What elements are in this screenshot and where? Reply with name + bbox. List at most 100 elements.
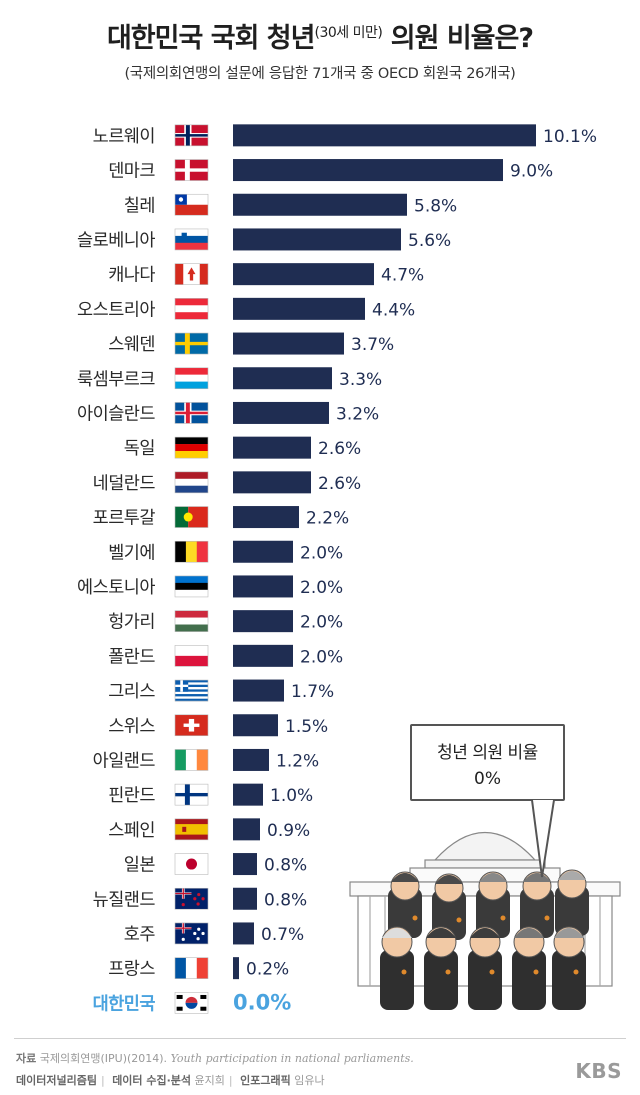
value-label: 2.2% — [306, 509, 349, 529]
value-label: 3.2% — [336, 404, 379, 424]
bar — [233, 783, 263, 806]
value-label: 0.9% — [267, 821, 310, 841]
value-label: 2.0% — [300, 543, 343, 563]
value-label: 9.0% — [510, 162, 553, 182]
bar — [233, 471, 311, 494]
bar — [233, 263, 374, 286]
bar — [233, 401, 329, 424]
value-label: 0.8% — [264, 890, 307, 910]
value-label: 2.6% — [318, 439, 361, 459]
credit-team: 데이터저널리즘팀 — [16, 1074, 97, 1087]
denmark-flag-icon — [174, 159, 209, 181]
politician-figures — [380, 869, 589, 1010]
credit-collect-label: 데이터 수집·분석 — [112, 1074, 192, 1087]
source-text: 국제의회연맹(IPU)(2014). — [39, 1052, 168, 1065]
category-label: 폴란드 — [108, 647, 155, 667]
poland-flag-icon — [174, 645, 209, 667]
title-tail: 의원 비율은? — [390, 23, 534, 54]
bar — [233, 575, 293, 598]
south-korea-flag-icon — [174, 992, 209, 1014]
category-label: 아일랜드 — [93, 751, 156, 771]
finland-flag-icon — [174, 783, 209, 806]
value-label: 1.0% — [270, 786, 313, 806]
title-main: 대한민국 국회 청년 — [106, 23, 316, 54]
value-label: 5.8% — [414, 196, 457, 216]
value-label: 2.0% — [300, 613, 343, 633]
category-label: 일본 — [124, 856, 156, 876]
bar — [233, 506, 299, 529]
title-sup: (30세 미만) — [314, 25, 383, 41]
bar — [233, 297, 365, 320]
bar — [233, 367, 332, 390]
category-label: 핀란드 — [108, 786, 155, 806]
category-label: 그리스 — [108, 682, 155, 702]
category-label: 아이슬란드 — [77, 404, 155, 424]
bar — [233, 644, 293, 667]
bar — [233, 610, 293, 633]
ireland-flag-icon — [174, 749, 209, 771]
source-title: Youth participation in national parliame… — [170, 1052, 414, 1065]
category-label: 독일 — [124, 439, 155, 459]
estonia-flag-icon — [174, 575, 209, 598]
slovenia-flag-icon — [174, 228, 209, 251]
category-label: 대한민국 — [93, 994, 156, 1014]
spain-flag-icon — [174, 818, 209, 841]
hungary-flag-icon — [174, 610, 209, 632]
bar — [233, 228, 401, 251]
value-label: 10.1% — [543, 127, 597, 147]
value-label: 2.0% — [300, 578, 343, 598]
norway-flag-icon — [174, 124, 209, 147]
value-label: 1.7% — [291, 682, 334, 702]
speech-bubble-tail — [531, 799, 555, 878]
france-flag-icon — [174, 957, 209, 979]
category-label: 룩셈부르크 — [77, 370, 155, 390]
bar — [233, 887, 257, 910]
bar — [233, 540, 293, 563]
bar — [233, 159, 503, 182]
category-label: 포르투갈 — [93, 509, 156, 529]
category-label: 캐나다 — [108, 266, 155, 286]
category-label: 네덜란드 — [93, 474, 156, 494]
value-label: 2.0% — [300, 647, 343, 667]
bar — [233, 679, 284, 702]
bar-chart: 노르웨이 10.1% 덴마크 9.0% 칠레 5.8% 슬로베니아 5.6% 캐나다 4.7% 오스… — [77, 124, 597, 1014]
category-label: 스위스 — [108, 717, 155, 737]
portugal-flag-icon — [174, 506, 209, 528]
bar — [233, 714, 278, 737]
bar — [233, 957, 239, 980]
footer-divider — [14, 1038, 626, 1039]
value-label: 0.0% — [233, 990, 291, 1014]
value-label: 4.7% — [381, 266, 424, 286]
category-label: 슬로베니아 — [77, 231, 155, 251]
category-label: 스페인 — [108, 821, 155, 841]
value-label: 4.4% — [372, 300, 415, 320]
luxembourg-flag-icon — [174, 367, 209, 390]
value-label: 0.8% — [264, 856, 307, 876]
bar — [233, 853, 257, 876]
netherlands-flag-icon — [174, 471, 209, 494]
bar — [233, 748, 269, 771]
canada-flag-icon — [174, 263, 209, 285]
switzerland-flag-icon — [174, 714, 209, 737]
chile-flag-icon — [174, 193, 209, 216]
bar — [233, 193, 407, 216]
value-label: 5.6% — [408, 231, 451, 251]
austria-flag-icon — [174, 298, 209, 320]
credit-infographic-label: 인포그래픽 — [240, 1074, 291, 1087]
value-label: 0.2% — [246, 960, 289, 980]
bubble-text-value: 0% — [474, 769, 501, 789]
value-label: 1.2% — [276, 751, 319, 771]
germany-flag-icon — [174, 436, 209, 459]
footer-source: 자료 국제의회연맹(IPU)(2014). Youth participatio… — [16, 1050, 414, 1066]
category-label: 노르웨이 — [93, 127, 155, 147]
category-label: 덴마크 — [108, 162, 155, 182]
category-label: 칠레 — [124, 196, 155, 216]
category-label: 스웨덴 — [108, 335, 155, 355]
category-label: 호주 — [124, 925, 156, 945]
japan-flag-icon — [174, 853, 209, 875]
value-label: 3.7% — [351, 335, 394, 355]
bar — [233, 818, 260, 841]
category-label: 헝가리 — [108, 613, 155, 633]
greece-flag-icon — [174, 679, 209, 702]
value-label: 0.7% — [261, 925, 304, 945]
